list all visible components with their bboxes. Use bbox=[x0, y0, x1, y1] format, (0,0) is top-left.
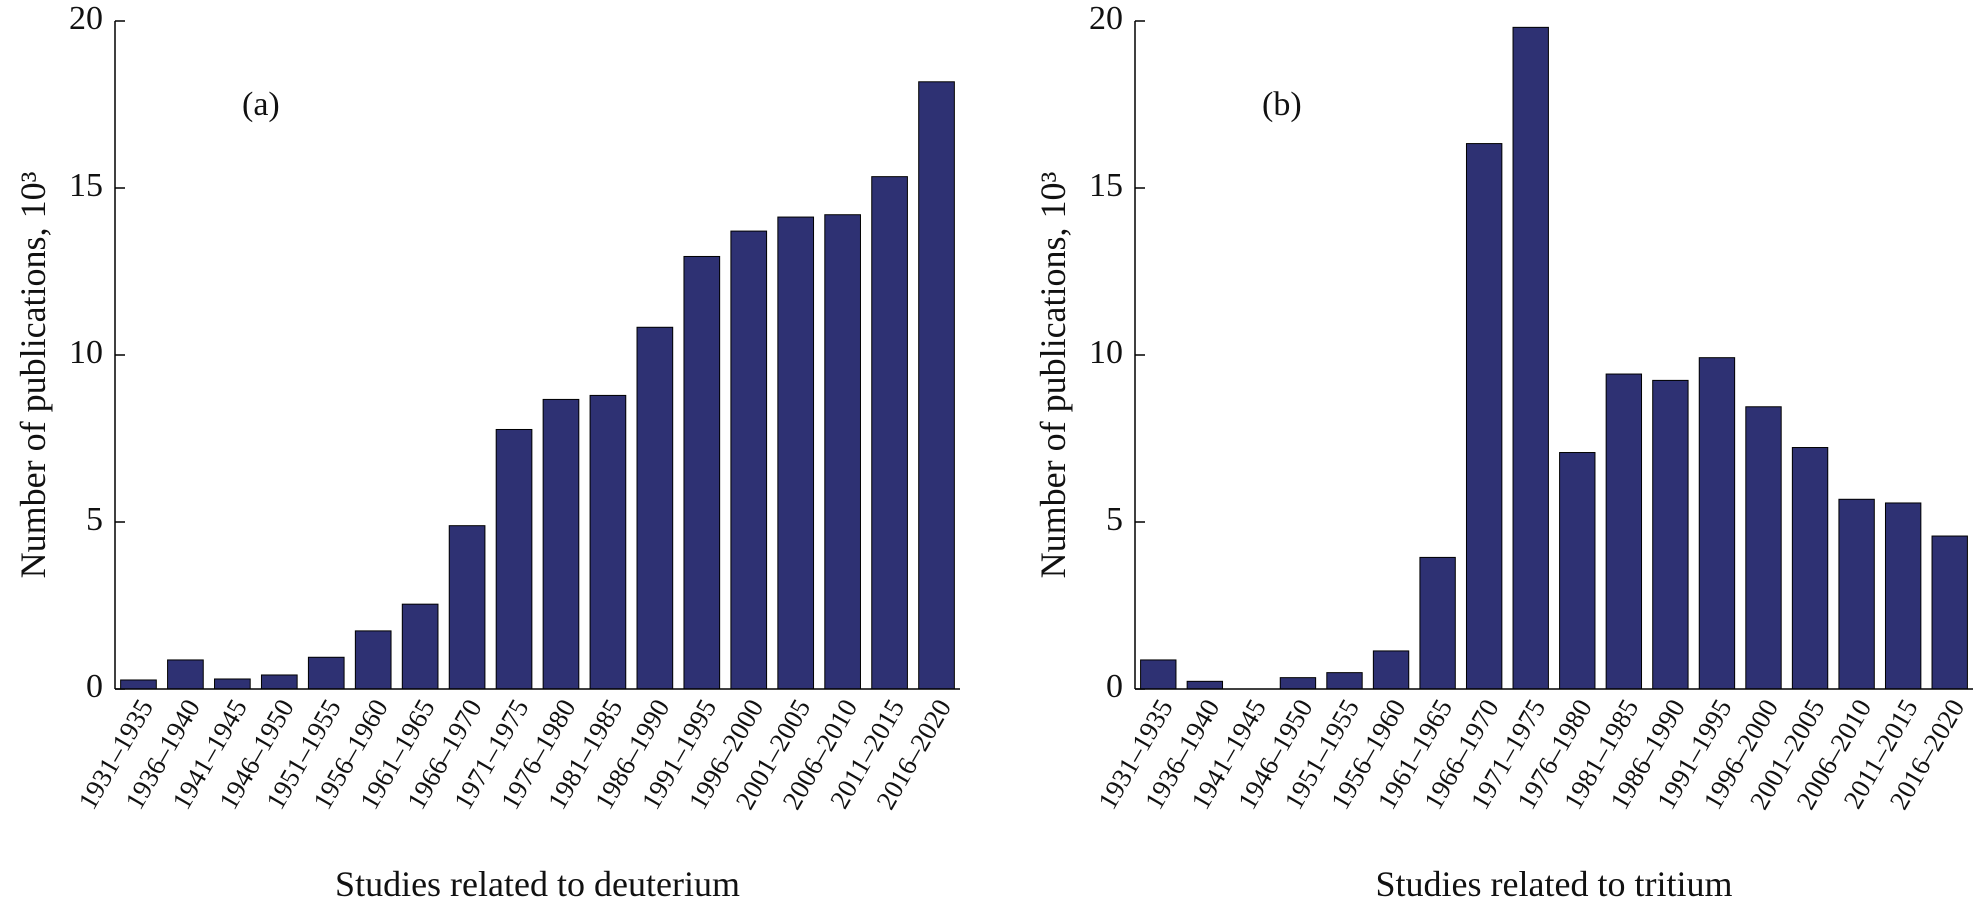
bar bbox=[636, 326, 674, 690]
bar bbox=[1605, 373, 1643, 690]
bar bbox=[777, 216, 815, 690]
bar bbox=[1465, 143, 1503, 690]
panel-label: (a) bbox=[242, 86, 280, 123]
x-axis-label: Studies related to deuterium bbox=[335, 864, 740, 904]
y-axis-label: Number of publications, 10³ bbox=[13, 171, 53, 578]
y-tick-label: 20 bbox=[69, 0, 103, 37]
bar bbox=[1791, 447, 1829, 690]
y-tick-label: 20 bbox=[1089, 0, 1123, 37]
y-tick-label: 0 bbox=[86, 668, 103, 705]
y-tick-label: 10 bbox=[1089, 334, 1123, 371]
bar bbox=[167, 659, 204, 690]
y-tick-label: 15 bbox=[1089, 167, 1123, 204]
y-tick-label: 5 bbox=[86, 501, 103, 538]
bar bbox=[120, 679, 157, 690]
bar bbox=[260, 674, 298, 690]
bar bbox=[1419, 556, 1456, 690]
bar bbox=[495, 428, 533, 690]
bar bbox=[1372, 650, 1410, 690]
bar bbox=[1512, 26, 1549, 690]
bar bbox=[824, 214, 861, 690]
y-tick-label: 15 bbox=[69, 167, 103, 204]
bar bbox=[354, 630, 392, 690]
x-axis-label: Studies related to tritium bbox=[1376, 864, 1733, 904]
bar bbox=[1279, 677, 1317, 690]
bar bbox=[1652, 379, 1689, 690]
bar bbox=[918, 81, 955, 690]
bar bbox=[1931, 535, 1968, 690]
bar bbox=[1186, 680, 1224, 690]
bar bbox=[307, 656, 345, 690]
bar bbox=[1698, 357, 1736, 690]
bar bbox=[683, 255, 721, 690]
bar bbox=[1140, 659, 1177, 690]
bar bbox=[1559, 452, 1596, 690]
bar bbox=[214, 678, 251, 690]
bar bbox=[1745, 406, 1782, 690]
y-tick-label: 10 bbox=[69, 334, 103, 371]
bar bbox=[1326, 672, 1363, 690]
panel-label: (b) bbox=[1262, 86, 1302, 123]
bar bbox=[730, 230, 768, 690]
chart-panel: 051015201931–19351936–19401941–19451946–… bbox=[13, 0, 960, 904]
bar bbox=[542, 398, 580, 690]
chart-panel: 051015201931–19351936–19401941–19451946–… bbox=[1033, 0, 1973, 904]
y-tick-label: 0 bbox=[1106, 668, 1123, 705]
bar bbox=[1884, 502, 1922, 690]
bar bbox=[401, 603, 439, 690]
y-axis-label: Number of publications, 10³ bbox=[1033, 171, 1073, 578]
bar bbox=[589, 394, 627, 690]
y-tick-label: 5 bbox=[1106, 501, 1123, 538]
bar bbox=[871, 176, 908, 690]
bar bbox=[448, 525, 486, 690]
bar bbox=[1838, 498, 1875, 690]
